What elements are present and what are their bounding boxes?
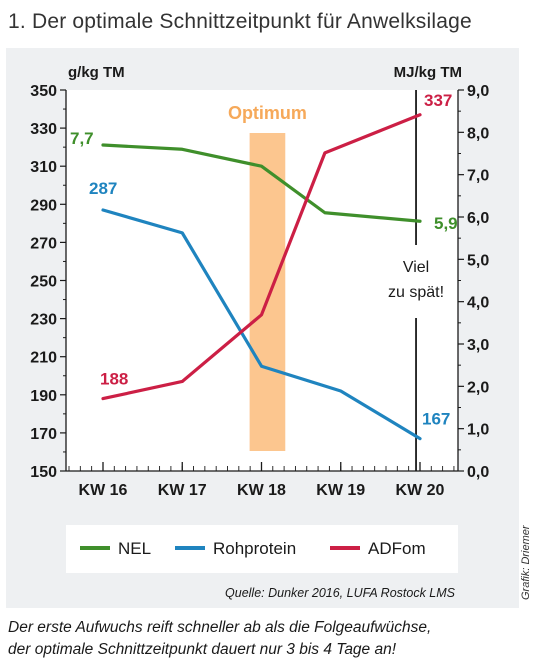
start-label-nel: 7,7	[70, 129, 94, 148]
y-right-tick-label: 8,0	[467, 125, 489, 142]
figure-caption: Der erste Aufwuchs reift schneller ab al…	[8, 617, 431, 661]
y-left-tick-label: 330	[30, 121, 57, 138]
y-left-tick-label: 230	[30, 312, 57, 329]
y-left-tick-label: 290	[30, 197, 57, 214]
y-right-tick-label: 5,0	[467, 252, 489, 269]
y-right-tick-label: 1,0	[467, 422, 489, 439]
optimum-label: Optimum	[228, 103, 307, 123]
caption-line-2: der optimale Schnittzeitpunkt dauert nur…	[8, 641, 397, 658]
start-label-rohprotein: 287	[89, 179, 117, 198]
legend-label-nel: NEL	[118, 539, 151, 558]
end-label-rohprotein: 167	[422, 410, 450, 429]
x-tick-label: KW 17	[158, 482, 207, 499]
legend-box	[66, 525, 458, 573]
too-late-label-1: Viel	[403, 259, 429, 276]
y-left-tick-label: 210	[30, 350, 57, 367]
y-left-tick-label: 170	[30, 426, 57, 443]
y-right-tick-label: 2,0	[467, 379, 489, 396]
figure-title: 1. Der optimale Schnittzeitpunkt für Anw…	[8, 10, 472, 33]
end-label-nel: 5,9	[434, 214, 458, 233]
graphic-credit: Grafik: Driemer	[520, 525, 532, 600]
y-left-tick-label: 190	[30, 388, 57, 405]
legend-label-adfom: ADFom	[368, 539, 426, 558]
y-right-tick-label: 9,0	[467, 83, 489, 100]
source-note: Quelle: Dunker 2016, LUFA Rostock LMS	[225, 586, 456, 600]
too-late-label-2: zu spät!	[388, 284, 444, 301]
y-right-tick-label: 3,0	[467, 337, 489, 354]
chart: Optimum 350 330 310 290 270 250 230 210 190 170 150…	[30, 64, 489, 600]
x-tick-label: KW 16	[79, 482, 128, 499]
y-left-tick-label: 350	[30, 83, 57, 100]
y-left-unit: g/kg TM	[68, 64, 125, 81]
legend-label-rohprotein: Rohprotein	[213, 539, 296, 558]
optimum-band	[249, 133, 286, 451]
y-right-tick-label: 7,0	[467, 168, 489, 185]
y-left-tick-label: 150	[30, 464, 57, 481]
y-right-tick-label: 4,0	[467, 295, 489, 312]
x-tick-label: KW 19	[316, 482, 365, 499]
y-right-unit: MJ/kg TM	[394, 64, 462, 81]
start-label-adfom: 188	[100, 370, 128, 389]
y-left-tick-label: 270	[30, 235, 57, 252]
end-label-adfom: 337	[424, 91, 452, 110]
caption-line-1: Der erste Aufwuchs reift schneller ab al…	[8, 619, 432, 636]
y-left-tick-label: 250	[30, 274, 57, 291]
y-right-tick-label: 6,0	[467, 210, 489, 227]
y-right-tick-label: 0,0	[467, 464, 489, 481]
x-tick-label: KW 20	[396, 482, 445, 499]
y-left-tick-label: 310	[30, 159, 57, 176]
x-tick-label: KW 18	[237, 482, 286, 499]
